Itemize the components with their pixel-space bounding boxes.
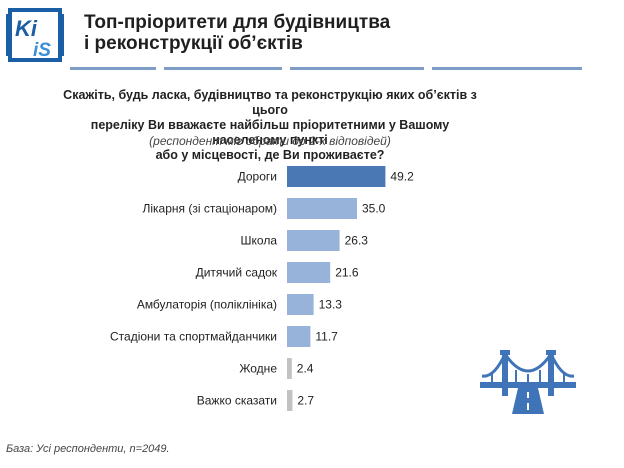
category-label: Дороги — [238, 170, 277, 184]
category-label: Важко сказати — [197, 394, 277, 408]
bar-8 — [287, 390, 293, 411]
header-rule-segment — [164, 67, 282, 70]
header-rule-segment — [70, 67, 156, 70]
question-line-3: або у місцевості, де Ви проживаєте? — [155, 148, 385, 162]
svg-text:Ki: Ki — [15, 16, 38, 41]
value-label: 49.2 — [390, 170, 414, 184]
value-label: 26.3 — [345, 234, 369, 248]
bar-chart: Дороги 49.2 Лікарня (зі стаціонаром) 35.0 Шк… — [110, 166, 414, 411]
category-label: Амбулаторія (поліклініка) — [137, 298, 277, 312]
value-label: 35.0 — [362, 202, 386, 216]
bar-2 — [287, 198, 357, 219]
title-line-1: Топ-пріоритети для будівництва — [84, 12, 391, 33]
question-note: (респондент міг обрати до 2-х відповідей… — [149, 134, 391, 148]
question-line-2: переліку Ви вважаєте найбільш пріоритетн… — [90, 118, 450, 147]
header-rule-segment — [432, 67, 582, 70]
survey-question: Скажіть, будь ласка, будівництво та реко… — [60, 88, 480, 163]
bar-7 — [287, 358, 292, 379]
bar-1 — [287, 166, 386, 187]
kiis-logo: Ki iS — [6, 6, 66, 64]
bar-6 — [287, 326, 311, 347]
value-label: 2.4 — [297, 362, 314, 376]
category-label: Лікарня (зі стаціонаром) — [142, 202, 277, 216]
category-label: Дитячий садок — [196, 266, 278, 280]
value-label: 11.7 — [315, 330, 338, 344]
bar-4 — [287, 262, 331, 283]
category-label: Жодне — [239, 362, 277, 376]
question-line-1: Скажіть, будь ласка, будівництво та реко… — [63, 88, 477, 117]
bar-5 — [287, 294, 314, 315]
category-label: Школа — [241, 234, 278, 248]
value-label: 13.3 — [319, 298, 343, 312]
value-label: 21.6 — [335, 266, 359, 280]
title-line-2: і реконструкції об’єктів — [84, 33, 303, 54]
bar-3 — [287, 230, 340, 251]
category-label: Стадіони та спортмайданчики — [110, 330, 277, 344]
header-rule-segment — [290, 67, 424, 70]
value-label: 2.7 — [297, 394, 314, 408]
bridge-icon — [480, 348, 576, 418]
page-title: Топ-пріоритети для будівництва і реконст… — [84, 12, 484, 54]
svg-text:iS: iS — [33, 40, 51, 61]
footnote: База: Усі респонденти, n=2049. — [6, 443, 170, 455]
